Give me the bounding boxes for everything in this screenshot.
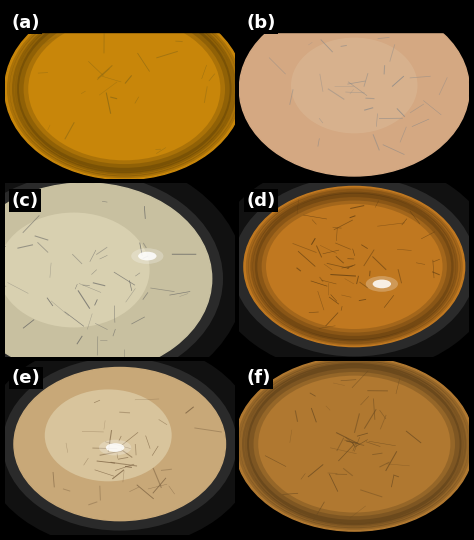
Ellipse shape bbox=[291, 38, 418, 133]
Text: (b): (b) bbox=[246, 14, 275, 32]
Ellipse shape bbox=[366, 276, 398, 292]
Ellipse shape bbox=[0, 213, 150, 327]
Ellipse shape bbox=[14, 368, 226, 521]
Bar bbox=[5, 0, 235, 31]
Ellipse shape bbox=[138, 252, 156, 260]
Ellipse shape bbox=[99, 440, 131, 455]
Bar bbox=[239, 0, 469, 31]
Text: (e): (e) bbox=[12, 369, 40, 387]
Ellipse shape bbox=[5, 0, 244, 179]
Ellipse shape bbox=[0, 183, 212, 374]
Text: (a): (a) bbox=[12, 14, 40, 32]
Ellipse shape bbox=[235, 357, 474, 531]
Ellipse shape bbox=[244, 186, 465, 347]
Ellipse shape bbox=[131, 248, 164, 264]
Text: (f): (f) bbox=[246, 369, 271, 387]
Text: (c): (c) bbox=[12, 192, 39, 210]
Ellipse shape bbox=[239, 2, 469, 176]
Text: (d): (d) bbox=[246, 192, 275, 210]
Ellipse shape bbox=[373, 280, 391, 288]
Ellipse shape bbox=[106, 443, 124, 452]
Ellipse shape bbox=[45, 389, 172, 481]
